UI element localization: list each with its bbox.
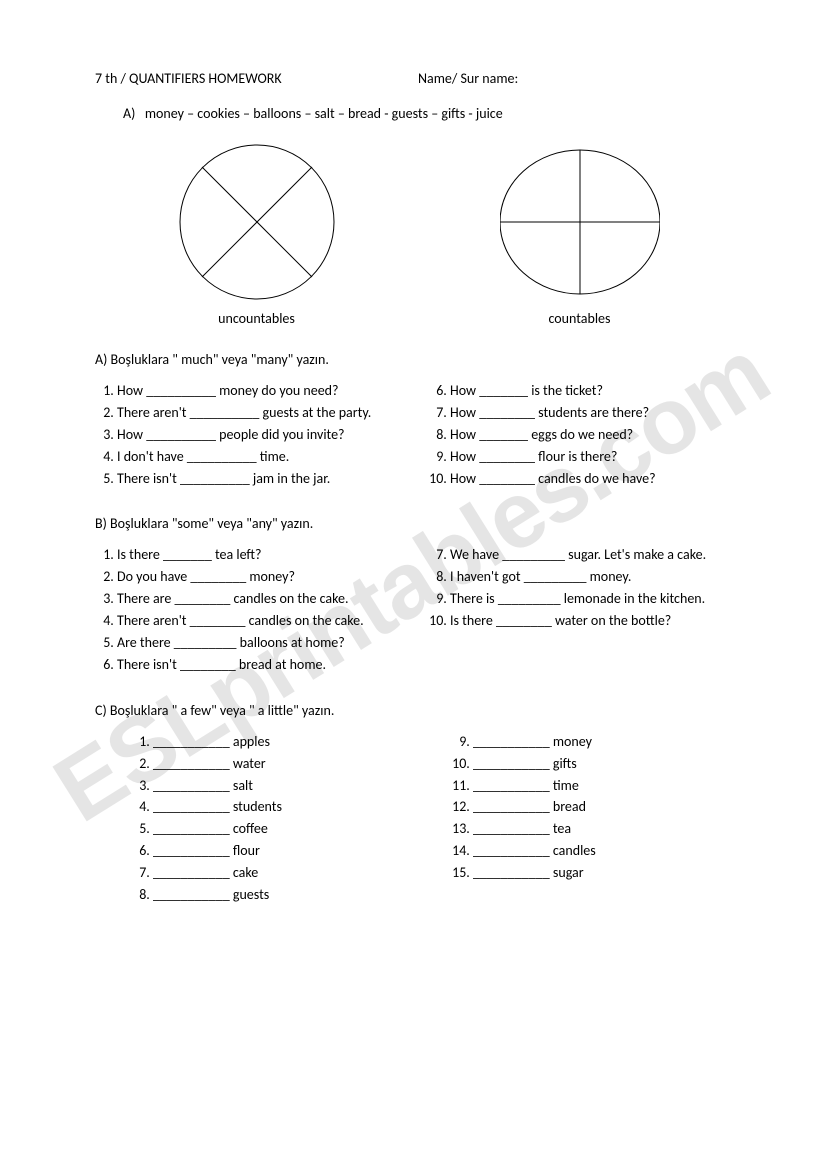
countables-circle-block: countables — [500, 142, 660, 327]
worksheet-title: 7 th / QUANTIFIERS HOMEWORK — [95, 70, 418, 87]
section-b-title: B) Boşluklara "some" veya "any" yazın. — [95, 515, 741, 532]
list-item: ___________ sugar — [473, 864, 741, 883]
list-item: ___________ bread — [473, 798, 741, 817]
list-item: How __________ money do you need? — [117, 382, 408, 401]
list-item: We have _________ sugar. Let's make a ca… — [450, 546, 741, 565]
section-b-items: Is there _______ tea left? Do you have _… — [95, 546, 741, 677]
countables-circle-icon — [500, 142, 660, 302]
list-item: There aren't ________ candles on the cak… — [117, 612, 408, 631]
list-item: ___________ cake — [153, 864, 421, 883]
list-item: There is _________ lemonade in the kitch… — [450, 590, 741, 609]
list-item: ___________ gifts — [473, 755, 741, 774]
uncountables-circle-block: uncountables — [177, 142, 337, 327]
list-item: How ________ candles do we have? — [450, 470, 741, 489]
list-item: There are ________ candles on the cake. — [117, 590, 408, 609]
list-item: There isn't __________ jam in the jar. — [117, 470, 408, 489]
section-a-top-label: A) — [123, 105, 135, 122]
section-a-title: A) Boşluklara " much" veya "many" yazın. — [95, 351, 741, 368]
list-item: How _______ is the ticket? — [450, 382, 741, 401]
list-item: ___________ salt — [153, 777, 421, 796]
list-item: There isn't ________ bread at home. — [117, 656, 408, 675]
uncountables-label: uncountables — [218, 310, 295, 327]
list-item: ___________ water — [153, 755, 421, 774]
list-item: Is there ________ water on the bottle? — [450, 612, 741, 631]
circles-row: uncountables countables — [95, 142, 741, 327]
wordbank-text: money – cookies – balloons – salt – brea… — [145, 105, 503, 122]
list-item: ___________ money — [473, 733, 741, 752]
uncountables-circle-icon — [177, 142, 337, 302]
list-item: ___________ candles — [473, 842, 741, 861]
list-item: Is there _______ tea left? — [117, 546, 408, 565]
list-item: ___________ time — [473, 777, 741, 796]
list-item: ___________ students — [153, 798, 421, 817]
list-item: There aren't __________ guests at the pa… — [117, 404, 408, 423]
name-label: Name/ Sur name: — [418, 70, 741, 87]
list-item: Are there _________ balloons at home? — [117, 634, 408, 653]
list-item: ___________ guests — [153, 886, 421, 905]
header: 7 th / QUANTIFIERS HOMEWORK Name/ Sur na… — [95, 70, 741, 87]
list-item: ___________ flour — [153, 842, 421, 861]
section-a-items: How __________ money do you need? There … — [95, 382, 741, 491]
list-item: Do you have ________ money? — [117, 568, 408, 587]
list-item: I don't have __________ time. — [117, 448, 408, 467]
list-item: How ________ flour is there? — [450, 448, 741, 467]
list-item: ___________ tea — [473, 820, 741, 839]
list-item: How _______ eggs do we need? — [450, 426, 741, 445]
countables-label: countables — [548, 310, 610, 327]
list-item: ___________ coffee — [153, 820, 421, 839]
section-c-items: ___________ apples ___________ water ___… — [95, 733, 741, 908]
list-item: I haven't got _________ money. — [450, 568, 741, 587]
list-item: How __________ people did you invite? — [117, 426, 408, 445]
section-a-wordbank: A) money – cookies – balloons – salt – b… — [123, 105, 741, 122]
list-item: ___________ apples — [153, 733, 421, 752]
list-item: How ________ students are there? — [450, 404, 741, 423]
section-c-title: C) Boşluklara " a few" veya " a little" … — [95, 702, 741, 719]
